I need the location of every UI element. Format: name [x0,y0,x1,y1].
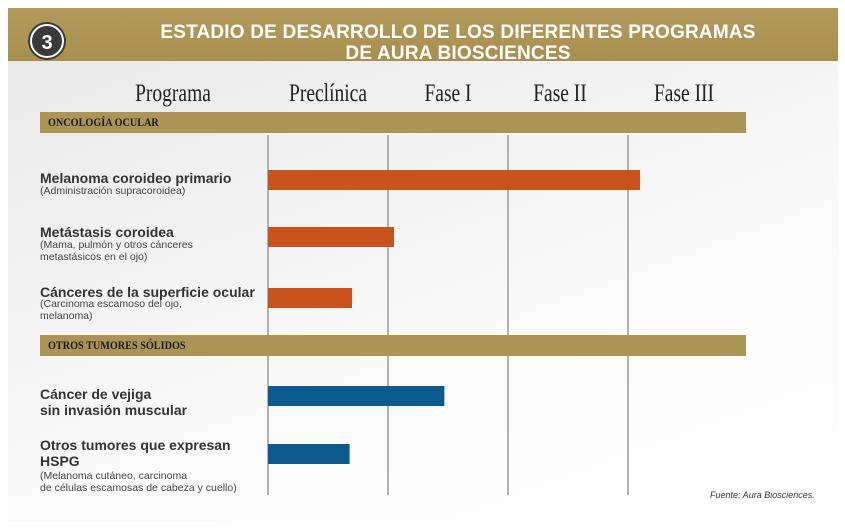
row-title: Cánceres de la superficie ocular [40,284,255,300]
background-panel [8,60,838,522]
row-subtitle: metastásicos en el ojo) [40,251,148,263]
row-title: Otros tumores que expresan [40,437,231,453]
number-badge: 3 [30,24,64,58]
source-note: Fuente: Aura Biosciences. [710,490,815,500]
row-subtitle: (Mama, pulmón y otros cánceres [40,239,193,251]
row-subtitle: (Melanoma cutáneo, carcinoma [40,470,188,482]
row-subtitle: (Administración supracoroidea) [40,185,186,197]
column-header-fase-iii: Fase III [653,80,715,107]
column-header-fase-i: Fase I [424,80,472,107]
header-band: 3 ESTADIO DE DESARROLLO DE LOS DIFERENTE… [8,8,838,64]
column-header-fase-ii: Fase II [533,80,587,107]
title-line-2: DE AURA BIOSCIENCES [345,43,571,64]
section-band-oncologia-ocular: ONCOLOGÍA OCULAR [40,112,746,133]
bar-4 [268,386,445,406]
row-title: Cáncer de vejiga [40,386,152,402]
bar-5 [268,444,350,464]
row-subtitle: (Carcinoma escamoso del ojo, [40,298,182,310]
row-title: sin invasión muscular [40,402,188,418]
row-subtitle: de células escamosas de cabeza y cuello) [40,482,237,494]
section-band-otros-tumores: OTROS TUMORES SÓLIDOS [40,335,746,356]
bar-1 [268,170,640,190]
row-title: HSPG [40,453,80,469]
bar-2 [268,227,394,247]
section-label: ONCOLOGÍA OCULAR [48,115,159,129]
row-subtitle: melanoma) [40,310,93,322]
page-title: ESTADIO DE DESARROLLO DE LOS DIFERENTES … [108,22,808,64]
section-label: OTROS TUMORES SÓLIDOS [48,338,186,352]
bar-3 [268,288,352,308]
title-line-1: ESTADIO DE DESARROLLO DE LOS DIFERENTES … [160,22,756,43]
row-title: Melanoma coroideo primario [40,170,232,186]
column-header-preclinica: Preclínica [289,80,367,107]
row-title: Metástasis coroidea [40,224,174,240]
column-header-programa: Programa [135,80,211,107]
